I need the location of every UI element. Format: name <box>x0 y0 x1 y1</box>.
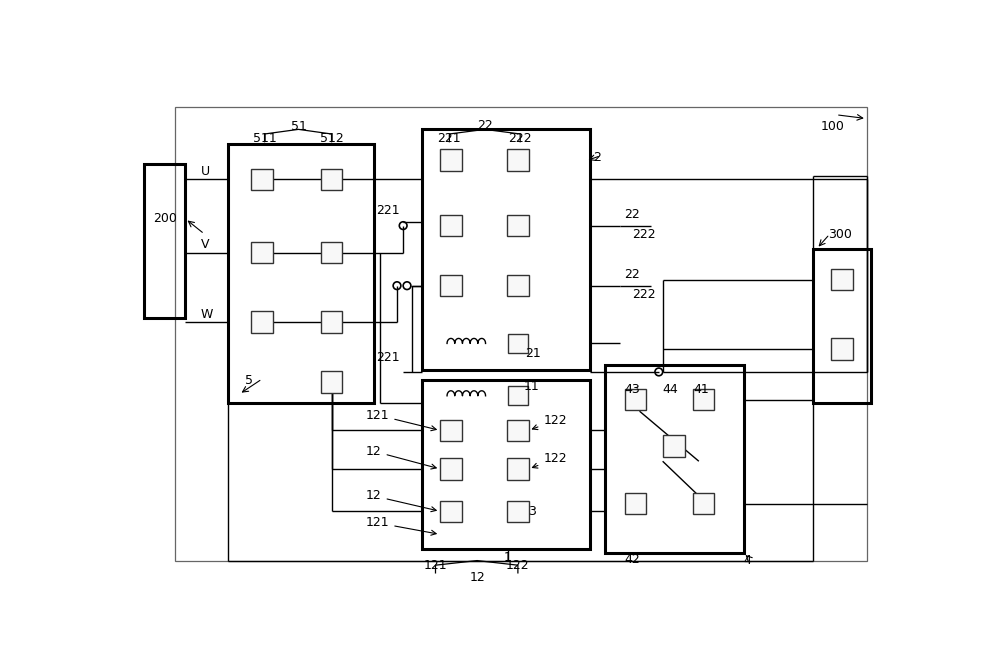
Text: 12: 12 <box>366 445 436 469</box>
Text: 43: 43 <box>624 383 640 396</box>
Text: 122: 122 <box>532 414 567 430</box>
Bar <box>507 458 529 480</box>
Text: V: V <box>201 239 209 251</box>
Bar <box>440 420 462 442</box>
Text: 44: 44 <box>662 383 678 396</box>
Bar <box>422 130 590 370</box>
Text: 121: 121 <box>366 408 436 431</box>
Bar <box>422 379 590 549</box>
Text: 511: 511 <box>253 132 276 145</box>
Text: 22: 22 <box>624 208 640 221</box>
Text: 21: 21 <box>525 347 541 360</box>
Bar <box>440 149 462 171</box>
Text: 41: 41 <box>693 383 709 396</box>
Text: 222: 222 <box>633 227 656 241</box>
Text: 4: 4 <box>744 554 751 567</box>
Bar <box>251 242 273 263</box>
Bar <box>440 215 462 237</box>
Bar <box>508 386 528 405</box>
Text: 122: 122 <box>506 559 530 572</box>
Bar <box>507 149 529 171</box>
Text: 200: 200 <box>153 212 177 225</box>
Bar <box>440 275 462 297</box>
Bar <box>508 334 528 353</box>
Text: 121: 121 <box>424 559 447 572</box>
Text: 5: 5 <box>245 374 253 387</box>
Bar <box>693 389 714 410</box>
Bar <box>663 435 685 457</box>
Bar <box>251 169 273 190</box>
Text: 512: 512 <box>320 132 343 145</box>
Text: 222: 222 <box>633 288 656 301</box>
Bar <box>813 249 871 403</box>
Bar <box>605 365 744 553</box>
Text: 222: 222 <box>508 132 532 145</box>
Text: U: U <box>201 165 210 178</box>
Text: 3: 3 <box>528 505 536 518</box>
Text: 121: 121 <box>366 516 436 535</box>
Text: 300: 300 <box>828 227 852 241</box>
Text: 51: 51 <box>291 120 306 133</box>
Text: 122: 122 <box>532 452 567 468</box>
Bar <box>507 275 529 297</box>
Bar <box>321 311 342 332</box>
Bar <box>507 500 529 522</box>
Text: 11: 11 <box>524 380 540 393</box>
Bar <box>175 107 867 561</box>
Bar <box>321 371 342 393</box>
Text: 22: 22 <box>624 268 640 281</box>
Bar <box>625 493 646 514</box>
Text: W: W <box>201 307 213 321</box>
Text: 221: 221 <box>438 132 461 145</box>
Bar <box>440 500 462 522</box>
Text: 42: 42 <box>624 553 640 566</box>
Text: 221: 221 <box>376 351 400 364</box>
Bar <box>507 420 529 442</box>
Text: 1: 1 <box>504 551 512 564</box>
Text: 221: 221 <box>376 204 400 217</box>
Bar <box>321 242 342 263</box>
Text: 2: 2 <box>593 151 601 163</box>
Bar <box>625 389 646 410</box>
Bar <box>144 164 185 318</box>
Bar <box>507 215 529 237</box>
Text: 100: 100 <box>820 120 844 133</box>
Bar <box>440 458 462 480</box>
Bar <box>831 269 853 290</box>
Text: 22: 22 <box>477 119 493 132</box>
Bar <box>321 169 342 190</box>
Bar <box>693 493 714 514</box>
Text: 12: 12 <box>366 489 436 512</box>
Text: 12: 12 <box>469 571 485 584</box>
Bar <box>251 311 273 332</box>
Bar <box>228 144 374 403</box>
Bar <box>831 338 853 360</box>
